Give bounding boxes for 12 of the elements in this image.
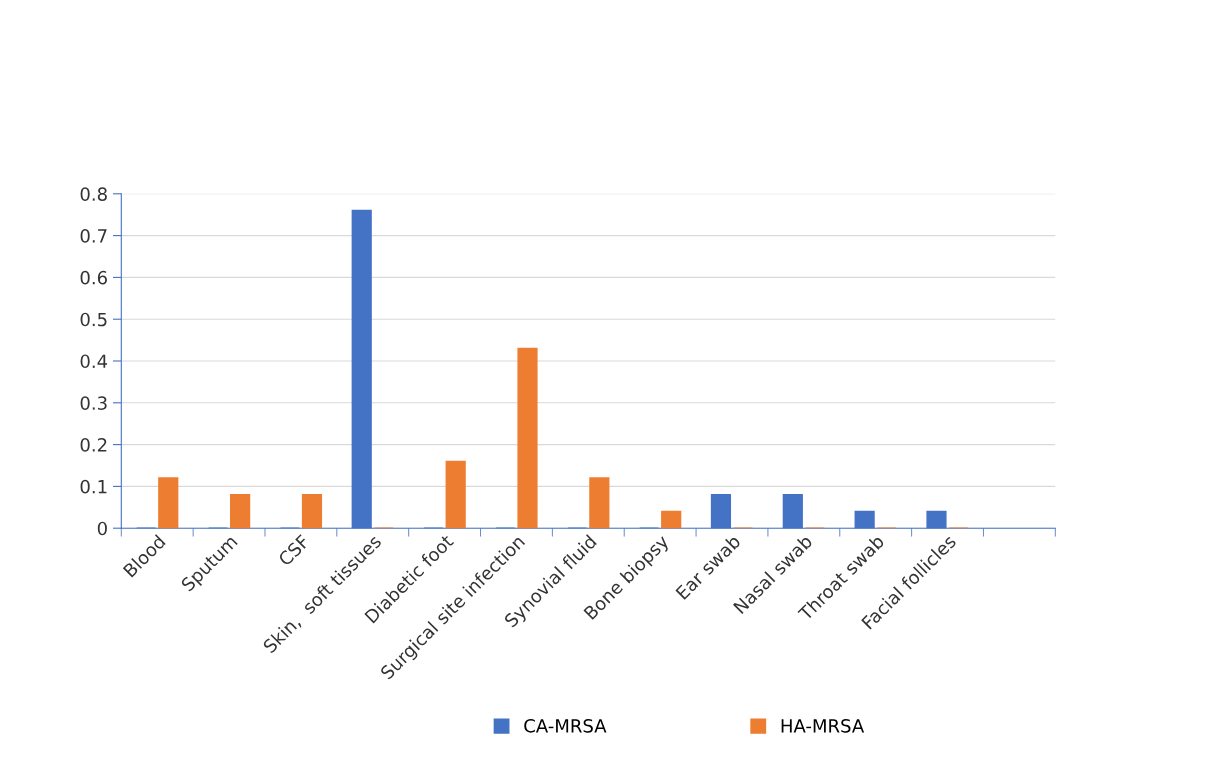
legend-label: CA-MRSA xyxy=(524,718,607,733)
y-tick-label: 0 xyxy=(97,521,107,536)
y-tick-label: 0.8 xyxy=(80,187,107,201)
y-tick-label: 0.4 xyxy=(80,354,108,369)
y-tick-label: 0.2 xyxy=(80,438,107,452)
y-tick-label: 0.3 xyxy=(80,396,107,410)
legend-label: HA-MRSA xyxy=(781,718,865,733)
y-tick-label: 0.6 xyxy=(80,270,107,285)
x-tick-label: CSF xyxy=(277,534,311,567)
y-tick-label: 0.7 xyxy=(80,229,107,243)
y-tick-label: 0.1 xyxy=(80,479,107,494)
y-tick-label: 0.5 xyxy=(80,312,107,327)
